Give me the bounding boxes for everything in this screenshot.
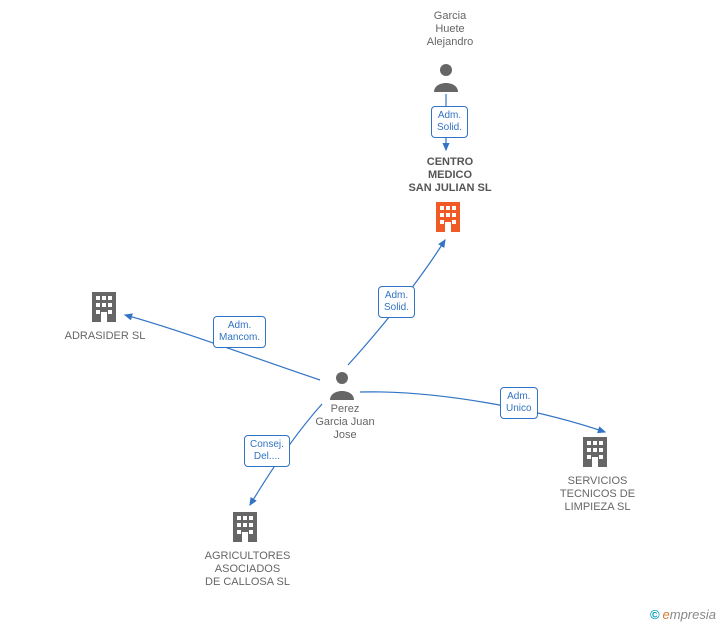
building-icon — [433, 200, 463, 234]
copyright-symbol: © — [650, 607, 660, 622]
edge-label-adm-unico: Adm. Unico — [500, 387, 538, 419]
building-icon — [580, 435, 610, 469]
watermark: ©empresia — [650, 607, 716, 622]
building-icon — [230, 510, 260, 544]
edge-label-consej-del: Consej. Del.... — [244, 435, 290, 467]
node-label-agricultores: AGRICULTORES ASOCIADOS DE CALLOSA SL — [195, 550, 300, 590]
edge-perez-to-servicios — [360, 392, 605, 432]
edge-label-adm-solid-1: Adm. Solid. — [431, 106, 468, 138]
person-icon — [432, 62, 460, 92]
edge-label-adm-mancom: Adm. Mancom. — [213, 316, 266, 348]
node-label-adrasider: ADRASIDER SL — [55, 330, 155, 343]
node-label-servicios: SERVICIOS TECNICOS DE LIMPIEZA SL — [550, 475, 645, 515]
building-icon — [89, 290, 119, 324]
node-label-perez-garcia: Perez Garcia Juan Jose — [300, 403, 390, 443]
person-icon — [328, 370, 356, 400]
node-label-centro-medico: CENTRO MEDICO SAN JULIAN SL — [395, 156, 505, 196]
node-label-garcia-huete: Garcia Huete Alejandro — [420, 10, 480, 50]
edge-label-adm-solid-2: Adm. Solid. — [378, 286, 415, 318]
watermark-text: mpresia — [670, 607, 716, 622]
